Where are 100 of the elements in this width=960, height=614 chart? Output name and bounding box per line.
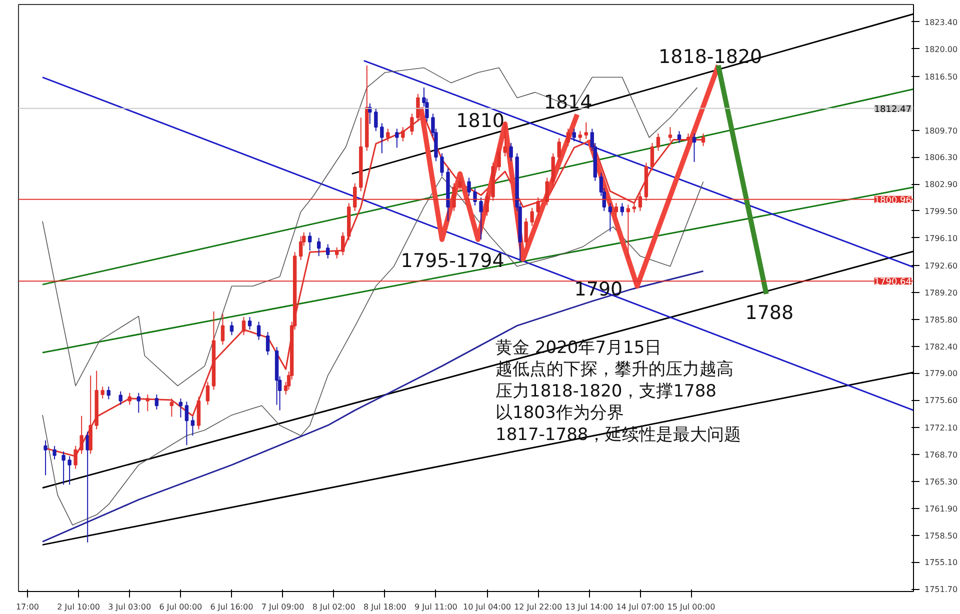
y-tick-label: 1799.50 [924,206,958,216]
candlestick [184,401,189,446]
candlestick [503,122,507,157]
candlestick [656,132,660,152]
candlestick [326,244,330,259]
annotation: 压力1818-1820，支撑1788 [496,381,716,402]
ref-line-label: 1800.96 [874,196,912,206]
candlestick [557,138,561,162]
x-tick-label: 6 Jul 16:00 [210,602,254,612]
candlestick [128,392,132,406]
candlestick [509,142,513,162]
candlestick [341,232,345,256]
x-tick-label: 6 Jul 00:00 [159,602,202,612]
candlestick [692,132,696,162]
y-tick-label: 1823.40 [924,18,958,27]
x-tick-label: 10 Jul 04:00 [463,602,512,612]
candlestick [170,398,174,418]
x-tick-label: 9 Jul 11:00 [414,602,458,612]
x-tick-label: 8 Jul 02:00 [312,602,356,612]
y-tick-label: 1775.60 [924,396,958,406]
candlestick [190,416,195,436]
candlestick [374,108,378,132]
y-tick-label: 1789.20 [924,288,958,298]
candlestick [530,207,534,227]
y-tick-label: 1782.40 [924,342,958,352]
candlestick [650,142,654,172]
candlestick [52,445,56,460]
ref-line-label: 1812.47 [874,104,912,115]
annotation: 以1803作为分界 [496,403,624,424]
candlestick [632,202,636,214]
candlestick [154,394,159,410]
y-tick-label: 1796.10 [924,234,958,243]
y-tick-label: 1761.90 [924,504,958,514]
y-tick-label: 1772.10 [924,424,958,433]
candlestick [230,321,234,336]
candlestick [266,332,270,356]
y-tick-label: 1785.80 [924,315,958,324]
candlestick [380,122,384,154]
x-tick-label: 15 Jul 00:00 [667,602,716,612]
annotation: 1795-1794 [400,250,504,272]
candlestick [106,386,110,400]
candlestick [68,456,72,486]
y-tick-label: 1765.30 [924,478,958,487]
candlestick [62,450,66,486]
y-tick-label: 1768.70 [924,450,958,460]
candlestick [401,126,405,142]
candlestick [677,130,682,144]
y-tick-label: 1758.50 [924,531,958,540]
candlestick [458,177,462,192]
candlestick [668,126,672,142]
candlestick [386,128,390,142]
candlestick [256,321,261,340]
candlestick [100,386,104,399]
x-tick-label: 8 Jul 18:00 [363,602,406,612]
candlestick [316,237,321,257]
candlestick [524,218,528,246]
x-tick-label: 7 Jul 09:00 [261,602,304,612]
candlestick [566,128,570,147]
x-tick-label: 13 Jul 14:00 [565,602,614,612]
candlestick [80,415,84,454]
candlestick [146,394,150,412]
candlestick [626,204,630,259]
annotation: 1810 [456,110,505,132]
candlestick [220,313,225,346]
candlestick [608,202,612,232]
candlestick [136,392,140,414]
candlestick [497,148,501,172]
y-tick-label: 1809.70 [924,126,958,136]
candlestick [44,440,48,476]
candlestick [206,381,210,406]
y-tick-label: 1751.70 [924,585,958,594]
x-tick-label: 14 Jul 07:00 [616,602,664,612]
y-tick-label: 1802.90 [924,180,958,190]
y-tick-label: 1816.50 [924,72,958,82]
annotation: 1818-1820 [658,46,762,68]
candlestick [578,130,582,142]
x-tick-label: 12 Jul 22:00 [514,602,562,612]
candlestick [248,316,252,330]
candlestick [473,188,477,206]
candlestick [395,128,399,148]
x-tick-label: 17:00 [16,602,40,612]
candlestick [686,132,690,146]
y-tick-label: 1820.00 [924,44,958,54]
candlestick [440,152,444,177]
candlestick [178,398,183,418]
candlestick [335,246,339,259]
candlestick [572,128,576,142]
candlestick [298,236,303,261]
candlestick [118,390,122,406]
y-tick-label: 1779.00 [924,369,958,378]
candlestick [308,232,312,252]
candlestick [242,316,246,336]
y-tick-label: 1792.60 [924,262,958,271]
y-tick-label: 1806.30 [924,153,958,162]
y-tick-label: 1755.10 [924,558,958,568]
annotation: 1788 [745,302,794,324]
candlestick [614,202,618,216]
candlestick [584,122,588,140]
x-tick-label: 3 Jul 03:00 [108,602,152,612]
candlestick [479,197,483,240]
